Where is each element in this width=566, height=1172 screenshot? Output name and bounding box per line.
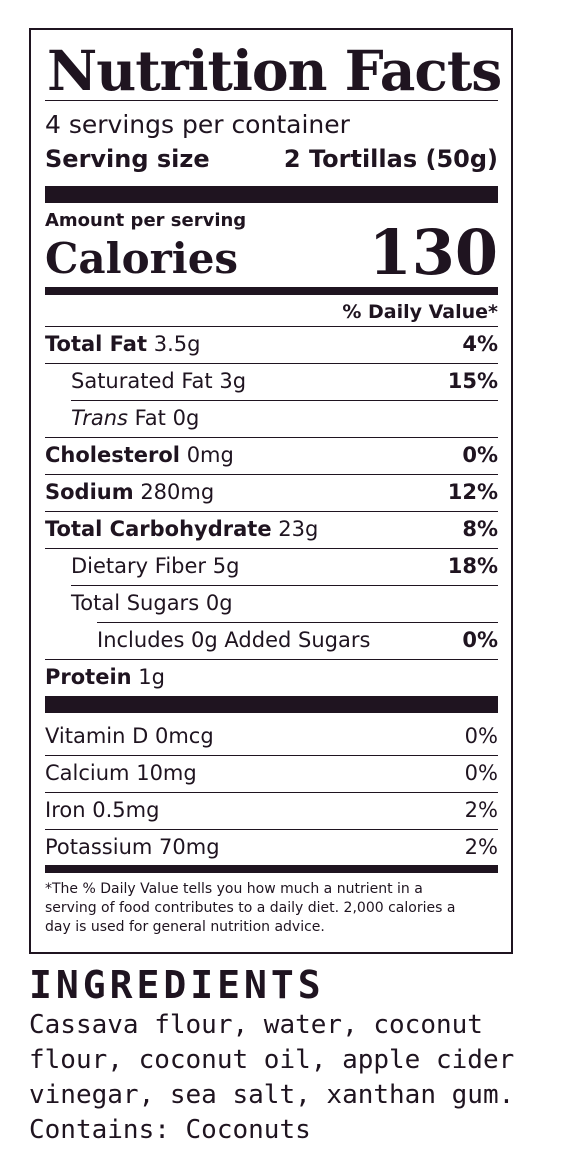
serving-size-value: 2 Tortillas (50g) <box>283 145 498 173</box>
nutrient-row-total-sugars: Total Sugars 0g <box>45 585 498 622</box>
nutrient-row-added-sugars: Includes 0g Added Sugars 0% <box>45 622 498 659</box>
amount-per-serving: Amount per serving <box>45 210 247 231</box>
daily-value-header: % Daily Value* <box>342 301 498 323</box>
nutrient-row-cholesterol: Cholesterol 0mg 0% <box>45 437 498 474</box>
vitamin-amount: 70mg <box>159 835 220 859</box>
thick-divider <box>45 186 498 203</box>
daily-value-footnote: *The % Daily Value tells you how much a … <box>45 881 456 935</box>
nutrient-amount: 5g <box>212 554 240 578</box>
ingredients-heading: INGREDIENTS <box>29 963 325 1007</box>
vitamin-row-iron: Iron 0.5mg 2% <box>45 792 498 829</box>
divider <box>45 100 498 101</box>
medium-divider <box>45 287 498 295</box>
nutrient-row-total-carbohydrate: Total Carbohydrate 23g 8% <box>45 511 498 548</box>
vitamin-name: Vitamin D <box>45 724 149 748</box>
nutrient-amount: 280mg <box>140 480 215 504</box>
nutrient-dv: 8% <box>462 517 498 541</box>
medium-divider <box>45 865 498 873</box>
nutrient-dv: 0% <box>462 443 498 467</box>
nutrient-name: Saturated Fat <box>71 369 213 393</box>
nutrient-prefix: Trans <box>71 406 128 430</box>
nutrient-amount: 3g <box>219 369 247 393</box>
vitamin-row-potassium: Potassium 70mg 2% <box>45 829 498 866</box>
nutrient-dv: 4% <box>462 332 498 356</box>
vitamin-amount: 0mcg <box>154 724 214 748</box>
nutrient-row-protein: Protein 1g <box>45 659 498 696</box>
nutrient-name: Sodium <box>45 480 134 504</box>
nutrient-name: Dietary Fiber <box>71 554 207 578</box>
nutrient-amount: 0g <box>172 406 200 430</box>
vitamin-row-calcium: Calcium 10mg 0% <box>45 755 498 792</box>
nutrient-name: Fat <box>134 406 166 430</box>
nutrient-row-dietary-fiber: Dietary Fiber 5g 18% <box>45 548 498 585</box>
vitamin-dv: 2% <box>464 798 498 822</box>
nutrient-row-total-fat: Total Fat 3.5g 4% <box>45 326 498 363</box>
vitamin-name: Calcium <box>45 761 130 785</box>
calories-label: Calories <box>45 234 239 283</box>
nutrient-amount: 23g <box>278 517 319 541</box>
nutrient-row-trans-fat: Trans Fat 0g <box>45 400 498 437</box>
nutrient-name: Total Carbohydrate <box>45 517 272 541</box>
nutrient-row-sodium: Sodium 280mg 12% <box>45 474 498 511</box>
servings-per-container: 4 servings per container <box>45 110 350 139</box>
ingredients-list: Cassava flour, water, coconut flour, coc… <box>29 1008 559 1148</box>
vitamin-row-vitamin-d: Vitamin D 0mcg 0% <box>45 718 498 755</box>
nutrient-amount: 0mg <box>186 443 234 467</box>
nutrient-name: Total Sugars <box>71 591 200 615</box>
ingredients-line: vinegar, sea salt, xanthan gum. <box>29 1080 515 1110</box>
nutrition-facts-panel: Nutrition Facts 4 servings per container… <box>29 28 513 954</box>
calories-value: 130 <box>368 216 498 289</box>
nutrient-dv: 18% <box>447 554 498 578</box>
vitamin-name: Iron <box>45 798 86 822</box>
nutrient-dv: 0% <box>462 628 498 652</box>
vitamin-dv: 0% <box>464 724 498 748</box>
vitamin-dv: 0% <box>464 761 498 785</box>
nutrient-name: Total Fat <box>45 332 148 356</box>
nutrient-amount: 3.5g <box>153 332 201 356</box>
nutrient-name: Protein <box>45 665 132 689</box>
nutrient-row-saturated-fat: Saturated Fat 3g 15% <box>45 363 498 400</box>
vitamin-amount: 10mg <box>136 761 197 785</box>
vitamin-name: Potassium <box>45 835 153 859</box>
vitamin-dv: 2% <box>464 835 498 859</box>
nutrient-amount: 0g <box>205 591 233 615</box>
allergen-statement: Contains: Coconuts <box>29 1115 311 1145</box>
nutrient-amount: 1g <box>138 665 165 689</box>
nutrient-name: Cholesterol <box>45 443 180 467</box>
ingredients-line: flour, coconut oil, apple cider <box>29 1045 515 1075</box>
ingredients-line: Cassava flour, water, coconut <box>29 1010 483 1040</box>
nutrient-dv: 15% <box>447 369 498 393</box>
nutrient-name: Includes 0g Added Sugars <box>97 628 371 652</box>
nutrient-dv: 12% <box>447 480 498 504</box>
serving-size-label: Serving size <box>45 145 210 173</box>
vitamin-amount: 0.5mg <box>92 798 160 822</box>
thick-divider <box>45 696 498 713</box>
nutrition-facts-title: Nutrition Facts <box>47 38 502 103</box>
